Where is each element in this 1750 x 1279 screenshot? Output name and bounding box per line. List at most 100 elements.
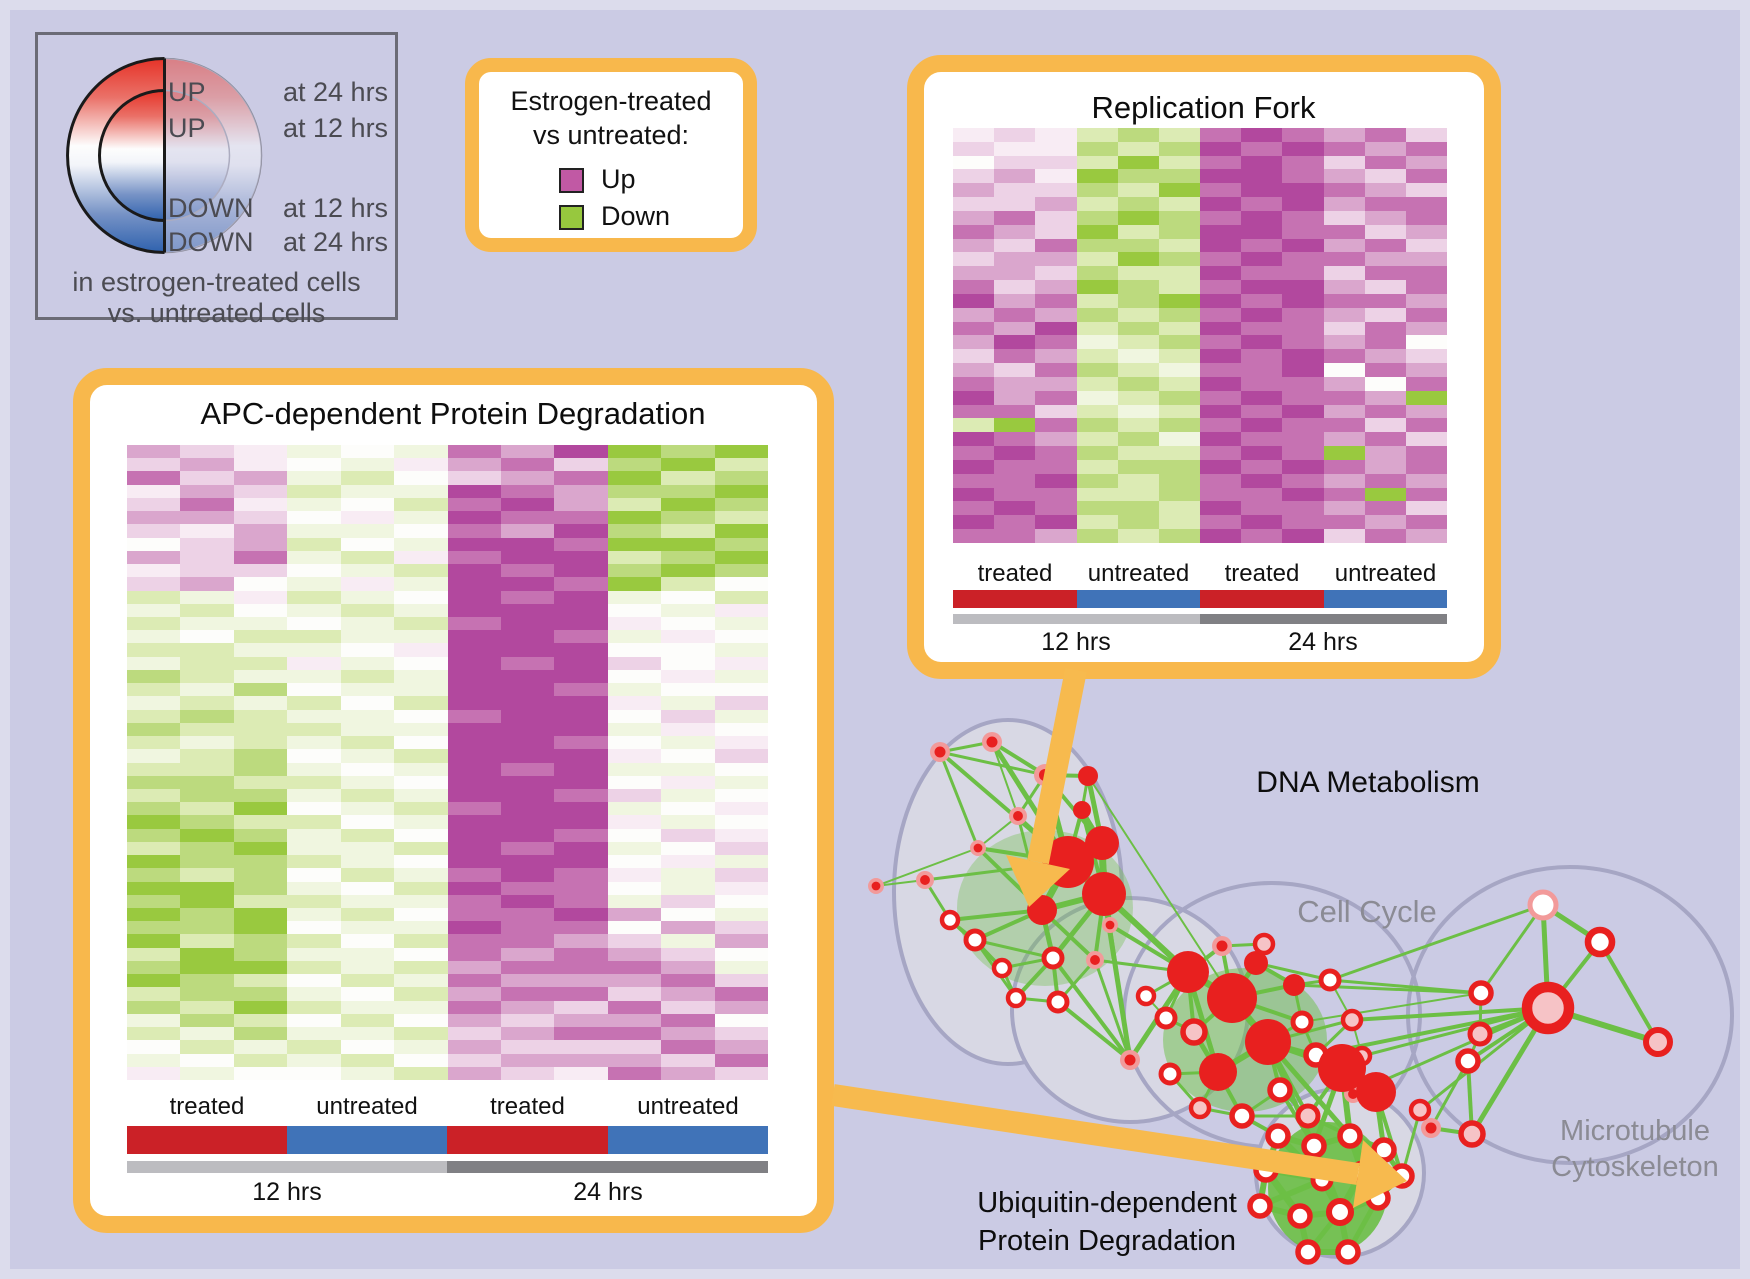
heatmap-cell [1282, 155, 1324, 170]
network-edge [875, 879, 926, 887]
heatmap-cell [714, 669, 768, 684]
heatmap-cell [714, 550, 768, 565]
heatmap-cell [714, 497, 768, 512]
heatmap-cell [447, 1066, 501, 1080]
heatmap-cell [661, 881, 715, 895]
heatmap-cell [953, 515, 995, 530]
heatmap-cell [447, 749, 501, 763]
heatmap-cell [180, 987, 234, 1001]
heatmap-cell [1076, 404, 1118, 419]
heatmap-cell [1323, 155, 1365, 170]
apc-treated-bar [127, 1126, 287, 1154]
heatmap-cell [1405, 128, 1447, 142]
heatmap-cell [233, 908, 288, 922]
apc-24hrs-bar [447, 1161, 768, 1173]
heatmap-cell [1035, 349, 1077, 364]
heatmap-cell [127, 524, 181, 538]
heatmap-cell [1364, 183, 1406, 198]
heatmap-cell [233, 947, 288, 961]
heatmap-cell [127, 616, 181, 631]
heatmap-cell [1282, 128, 1324, 142]
heatmap-cell [1282, 280, 1324, 294]
heatmap-cell [607, 564, 662, 578]
network-edge [1541, 902, 1602, 945]
heatmap-cell [394, 550, 448, 565]
heatmap-cell [447, 921, 501, 935]
heatmap-cell [1405, 155, 1447, 170]
heatmap-cell [994, 307, 1036, 322]
heatmap-cell [1117, 501, 1159, 516]
heatmap-cell [1158, 141, 1200, 156]
network-edge [1466, 1060, 1474, 1135]
gene-node-salmon-core [1348, 1089, 1358, 1099]
heatmap-cell [500, 894, 555, 909]
apc-heatmap [127, 445, 768, 1080]
heatmap-cell [127, 947, 181, 961]
heatmap-cell [1158, 280, 1200, 294]
heatmap-cell [1158, 238, 1200, 253]
network-edge [1100, 842, 1112, 926]
heatmap-cell [953, 197, 995, 211]
heatmap-cell [127, 1066, 181, 1080]
heatmap-cell [607, 841, 662, 856]
gene-node-ring [991, 957, 1013, 979]
heatmap-cell [661, 524, 715, 538]
cluster-label: Protein Degradation [978, 1225, 1236, 1257]
network-edge [989, 740, 1071, 864]
heatmap-cell [180, 934, 234, 948]
heatmap-cell [554, 947, 608, 961]
heatmap-cell [554, 828, 608, 842]
heatmap-cell [233, 841, 288, 856]
heatmap-cell [554, 630, 608, 644]
heatmap-cell [607, 616, 662, 631]
heatmap-cell [1282, 432, 1324, 447]
heatmap-cell [1035, 390, 1077, 405]
heatmap-cell [500, 1000, 555, 1014]
network-edge [1329, 903, 1544, 982]
heatmap-cell [1076, 293, 1118, 308]
heatmap-cell [233, 709, 288, 723]
heatmap-cell [1076, 418, 1118, 433]
heatmap-cell [1200, 307, 1242, 322]
heatmap-cell [1241, 197, 1283, 211]
heatmap-cell [607, 1040, 662, 1054]
apc-group-label: untreated [316, 1093, 418, 1120]
heatmap-cell [714, 656, 768, 670]
heatmap-cell [607, 894, 662, 909]
network-edge [949, 918, 976, 942]
heatmap-cell [953, 487, 995, 502]
heatmap-cell [1405, 501, 1447, 516]
gene-node-ring [1365, 1185, 1391, 1211]
heatmap-cell [661, 445, 715, 459]
network-edge [1044, 773, 1089, 778]
heatmap-cell [500, 788, 555, 803]
heatmap-cell [1158, 487, 1200, 502]
heatmap-cell [1200, 446, 1242, 460]
heatmap-cell [394, 762, 448, 776]
heatmap-cell [287, 934, 341, 948]
heatmap-cell [714, 960, 768, 975]
heatmap-cell [180, 669, 234, 684]
heatmap-cell [1405, 321, 1447, 336]
gene-node-ring [1325, 1197, 1355, 1227]
heatmap-cell [287, 1027, 341, 1041]
heatmap-cell [394, 987, 448, 1001]
heatmap-cell [661, 894, 715, 909]
heatmap-cell [714, 855, 768, 869]
heatmap-cell [1117, 252, 1159, 267]
heatmap-cell [1076, 473, 1118, 488]
gene-node-solid [1082, 872, 1126, 916]
heatmap-cell [287, 709, 341, 723]
heatmap-cell [1117, 487, 1159, 502]
heatmap-cell [1117, 224, 1159, 239]
heatmap-cell [500, 643, 555, 657]
network-edge [1352, 1090, 1377, 1096]
heatmap-cell [661, 1013, 715, 1028]
heatmap-cell [394, 669, 448, 684]
heatmap-cell [554, 855, 608, 869]
heatmap-cell [714, 1013, 768, 1028]
heatmap-cell [1076, 529, 1118, 543]
heatmap-cell [127, 511, 181, 525]
heatmap-cell [1282, 418, 1324, 433]
network-edge [1359, 1170, 1381, 1200]
